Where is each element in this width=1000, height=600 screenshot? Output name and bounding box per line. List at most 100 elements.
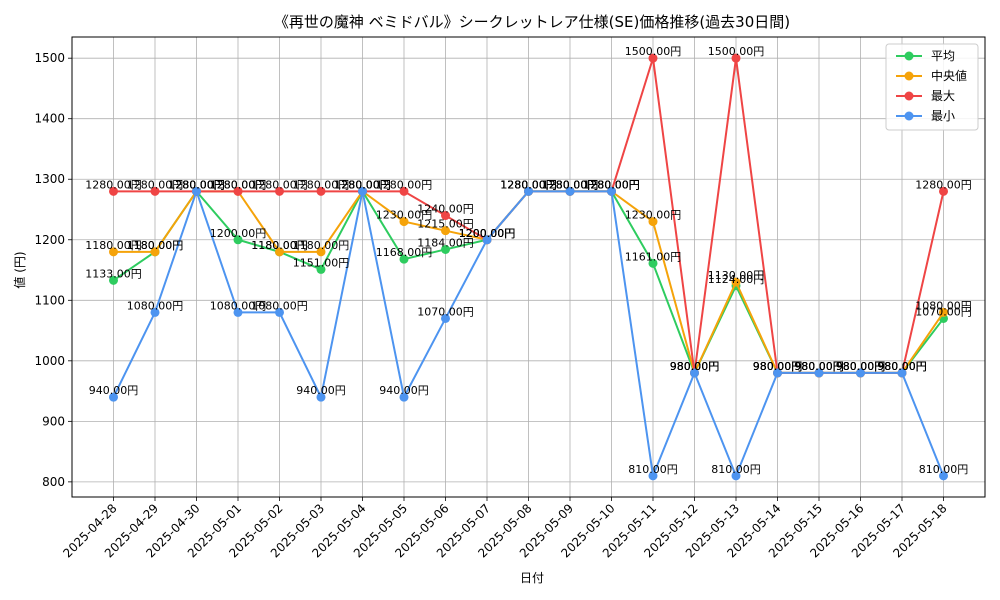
data-label: 1280.00円 <box>500 178 557 191</box>
legend-swatch-marker <box>904 71 914 81</box>
data-label: 1133.00円 <box>85 267 142 280</box>
data-label: 1130.00円 <box>708 269 765 282</box>
data-label: 980.00円 <box>670 360 720 373</box>
data-point <box>192 186 201 196</box>
data-point <box>150 186 160 196</box>
data-label: 1280.00円 <box>210 178 267 191</box>
data-label: 810.00円 <box>711 463 761 476</box>
data-label: 980.00円 <box>670 360 720 373</box>
data-label: 1500.00円 <box>708 45 765 58</box>
data-point <box>731 277 741 287</box>
data-label: 980.00円 <box>794 360 844 373</box>
data-point <box>275 186 284 196</box>
data-label: 1280.00円 <box>583 178 640 191</box>
data-label: 1200.00円 <box>459 227 516 240</box>
data-point <box>150 247 160 257</box>
data-label: 1280.00円 <box>500 178 557 191</box>
y-tick-label: 1200 <box>34 233 65 247</box>
data-label: 1215.00円 <box>417 218 474 231</box>
data-point <box>275 247 284 257</box>
data-label: 980.00円 <box>877 360 927 373</box>
data-label: 1070.00円 <box>915 305 972 318</box>
data-point <box>814 368 824 378</box>
legend-swatch-marker <box>904 51 914 61</box>
legend-label: 最大 <box>931 89 955 103</box>
data-label: 1280.00円 <box>334 178 391 191</box>
data-point <box>565 186 575 196</box>
data-label: 1180.00円 <box>293 239 350 252</box>
data-label: 1168.00円 <box>376 246 433 259</box>
data-label: 1200.00円 <box>459 227 516 240</box>
data-point <box>109 186 118 196</box>
chart-title: 《再世の魔神 ベミドバル》シークレットレア仕様(SE)価格推移(過去30日間) <box>274 13 790 31</box>
data-label: 1280.00円 <box>542 178 599 191</box>
legend-swatch-marker <box>904 111 914 121</box>
y-tick-label: 1500 <box>34 51 65 65</box>
data-label: 1200.00円 <box>459 227 516 240</box>
data-label: 1280.00円 <box>334 178 391 191</box>
data-point <box>441 313 450 323</box>
data-label: 980.00円 <box>836 360 886 373</box>
legend-label: 平均 <box>931 49 955 63</box>
data-label: 1161.00円 <box>625 250 682 263</box>
grid <box>72 37 985 497</box>
data-label: 1080.00円 <box>915 299 972 312</box>
data-label: 1080.00円 <box>127 299 184 312</box>
data-label: 1280.00円 <box>210 178 267 191</box>
data-label: 940.00円 <box>89 384 139 397</box>
data-label: 1280.00円 <box>583 178 640 191</box>
data-point <box>648 217 658 227</box>
data-label: 980.00円 <box>836 360 886 373</box>
data-label: 1124.00円 <box>708 273 765 286</box>
data-label: 1280.00円 <box>542 178 599 191</box>
data-point <box>233 186 243 196</box>
data-label: 980.00円 <box>753 360 803 373</box>
data-label: 1180.00円 <box>127 239 184 252</box>
data-label: 1280.00円 <box>542 178 599 191</box>
data-label: 980.00円 <box>877 360 927 373</box>
y-tick-label: 1100 <box>34 293 65 307</box>
data-label: 1280.00円 <box>85 178 142 191</box>
data-label: 1200.00円 <box>459 227 516 240</box>
data-label: 980.00円 <box>794 360 844 373</box>
data-point <box>316 264 326 274</box>
data-point <box>482 235 492 245</box>
data-point <box>316 186 326 196</box>
data-label: 1280.00円 <box>500 178 557 191</box>
data-label: 1280.00円 <box>168 178 225 191</box>
data-point <box>316 392 326 402</box>
data-label: 1180.00円 <box>251 239 308 252</box>
y-tick-label: 1000 <box>34 354 65 368</box>
data-point <box>897 368 907 378</box>
data-label: 1280.00円 <box>500 178 557 191</box>
legend-box <box>885 43 979 131</box>
data-point <box>316 247 326 257</box>
data-label: 980.00円 <box>794 360 844 373</box>
plot-frame <box>71 36 986 498</box>
data-point <box>939 471 948 481</box>
series-lines <box>109 53 948 481</box>
data-label: 1230.00円 <box>376 209 433 222</box>
data-label: 1280.00円 <box>583 178 640 191</box>
data-label: 1280.00円 <box>583 178 640 191</box>
y-axis-title: 値 (円) <box>12 251 27 288</box>
data-labels: 1133.00円 1180.00円 1280.00円 1200.00円 1180.00円… <box>85 45 972 476</box>
data-label: 980.00円 <box>670 360 720 373</box>
data-label: 1280.00円 <box>334 178 391 191</box>
data-label: 810.00円 <box>628 463 678 476</box>
y-tick-label: 800 <box>42 475 65 489</box>
data-point <box>399 186 409 196</box>
legend-label: 最小 <box>931 109 955 123</box>
data-label: 980.00円 <box>836 360 886 373</box>
y-tick-label: 900 <box>42 414 65 428</box>
data-label: 810.00円 <box>919 463 969 476</box>
data-point <box>856 368 865 378</box>
data-label: 1070.00円 <box>417 305 474 318</box>
y-tick-label: 1400 <box>34 112 65 126</box>
data-point <box>731 471 741 481</box>
data-label: 1180.00円 <box>127 239 184 252</box>
data-label: 1280.00円 <box>168 178 225 191</box>
data-label: 1180.00円 <box>85 239 142 252</box>
